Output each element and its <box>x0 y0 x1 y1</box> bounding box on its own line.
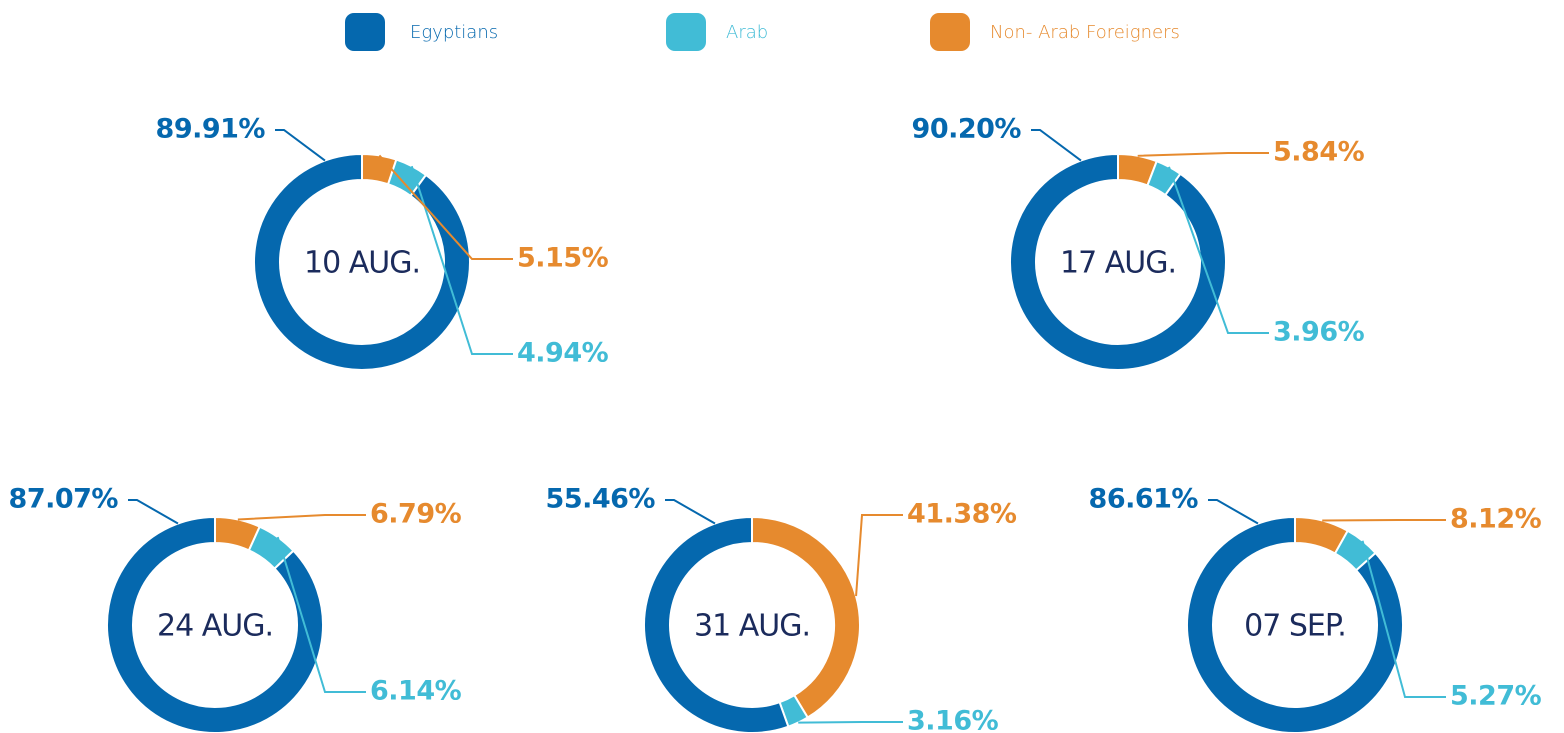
donut-slice <box>1186 515 1404 733</box>
value-label: 55.46% <box>546 484 656 515</box>
legend-swatch <box>930 13 970 51</box>
value-label: 3.96% <box>1273 317 1365 348</box>
donut-slice <box>253 152 471 371</box>
leader-line <box>665 499 716 525</box>
value-label: 90.20% <box>912 114 1022 145</box>
value-label: 89.91% <box>156 114 266 145</box>
legend-label: Arab <box>726 22 768 43</box>
donut-center-label: 31 AUG. <box>694 609 810 644</box>
value-label: 87.07% <box>9 484 119 515</box>
value-label: 6.79% <box>370 499 462 530</box>
leader-line <box>237 514 366 521</box>
leader-line <box>1208 499 1259 525</box>
leader-line <box>410 165 513 355</box>
donut-center-label: 07 SEP. <box>1244 609 1346 644</box>
value-label: 5.15% <box>517 243 609 274</box>
donut-center-label: 10 AUG. <box>304 246 420 281</box>
legend-swatch <box>345 13 385 51</box>
donut-center-label: 24 AUG. <box>157 609 273 644</box>
leader-line <box>1031 129 1082 162</box>
legend-swatch <box>666 13 706 51</box>
donut-slice <box>1009 152 1228 371</box>
legend-label: Egyptians <box>410 22 498 43</box>
value-label: 86.61% <box>1089 484 1199 515</box>
leader-line <box>1361 540 1446 698</box>
value-label: 3.16% <box>907 706 999 733</box>
leader-line <box>128 499 179 525</box>
donut-slice <box>643 515 790 733</box>
leader-line <box>1168 166 1269 334</box>
leader-line <box>276 536 366 693</box>
leader-line <box>855 514 903 597</box>
legend-label: Non- Arab Foreigners <box>990 22 1180 43</box>
value-label: 6.14% <box>370 676 462 707</box>
value-label: 5.84% <box>1273 137 1365 168</box>
leader-line <box>1137 152 1269 157</box>
leader-line <box>275 129 326 162</box>
leader-line <box>378 154 513 260</box>
donut-slice <box>106 515 324 733</box>
value-label: 8.12% <box>1450 504 1542 535</box>
value-label: 4.94% <box>517 338 609 369</box>
value-label: 5.27% <box>1450 681 1542 712</box>
value-label: 41.38% <box>907 499 1017 530</box>
leader-line <box>798 721 903 724</box>
donut-center-label: 17 AUG. <box>1060 246 1176 281</box>
